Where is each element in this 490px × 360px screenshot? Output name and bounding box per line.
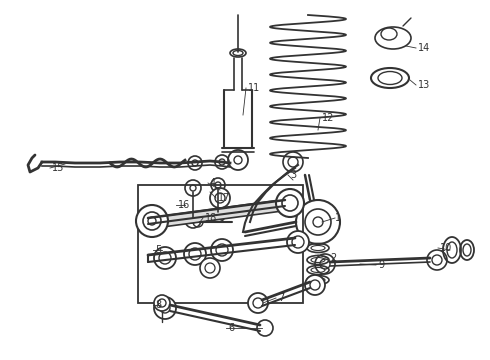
- Circle shape: [276, 189, 304, 217]
- Circle shape: [305, 275, 325, 295]
- Circle shape: [210, 188, 230, 208]
- Circle shape: [136, 205, 168, 237]
- Text: 11: 11: [248, 83, 260, 93]
- Text: 1: 1: [335, 213, 341, 223]
- Text: 6: 6: [228, 323, 234, 333]
- Bar: [138, 185, 303, 303]
- Circle shape: [287, 231, 309, 253]
- Text: 14: 14: [418, 43, 430, 53]
- Circle shape: [211, 239, 233, 261]
- Circle shape: [154, 295, 170, 311]
- Text: 5: 5: [155, 245, 161, 255]
- Text: 8: 8: [155, 300, 161, 310]
- Text: 15: 15: [52, 163, 64, 173]
- Circle shape: [154, 247, 176, 269]
- Circle shape: [184, 243, 206, 265]
- Text: 2: 2: [330, 253, 336, 263]
- Text: 9: 9: [378, 260, 384, 270]
- Polygon shape: [148, 200, 290, 228]
- Text: 18: 18: [205, 213, 217, 223]
- Text: 17: 17: [218, 193, 230, 203]
- Text: 10: 10: [440, 243, 452, 253]
- Text: 16: 16: [178, 200, 190, 210]
- Text: 3: 3: [290, 170, 296, 180]
- Text: 12: 12: [322, 113, 334, 123]
- Circle shape: [248, 293, 268, 313]
- Circle shape: [154, 297, 176, 319]
- Circle shape: [200, 258, 220, 278]
- Text: 4: 4: [210, 178, 216, 188]
- Text: 7: 7: [278, 293, 284, 303]
- Text: 13: 13: [418, 80, 430, 90]
